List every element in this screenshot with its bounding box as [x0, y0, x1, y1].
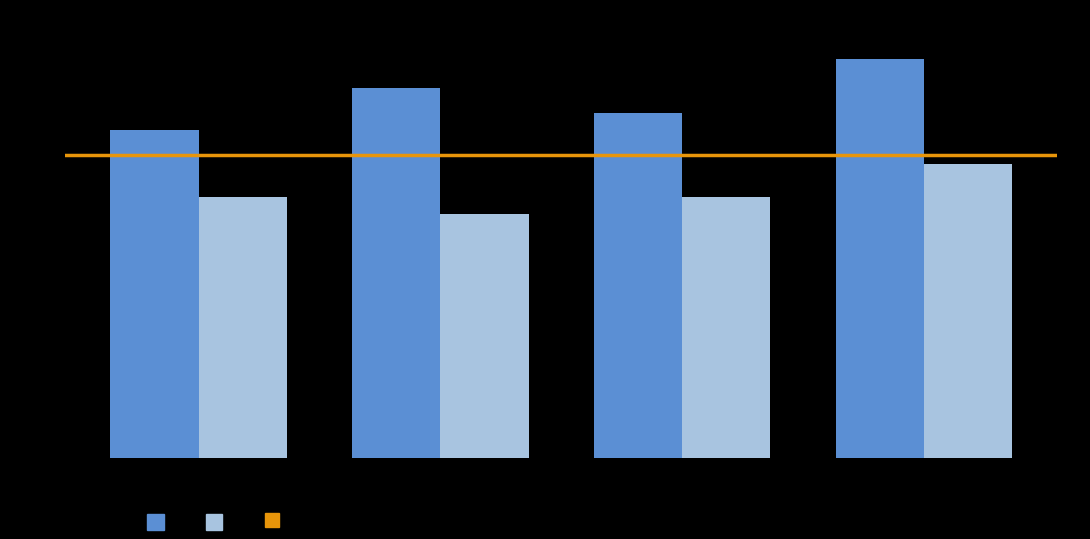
Bar	[836, 59, 924, 458]
Bar	[594, 113, 682, 458]
Legend: , , : , ,	[142, 508, 293, 535]
Bar	[198, 197, 287, 458]
Bar	[440, 215, 529, 458]
Bar	[110, 130, 198, 458]
Bar	[682, 197, 771, 458]
Bar	[352, 88, 440, 458]
Bar	[924, 164, 1013, 458]
